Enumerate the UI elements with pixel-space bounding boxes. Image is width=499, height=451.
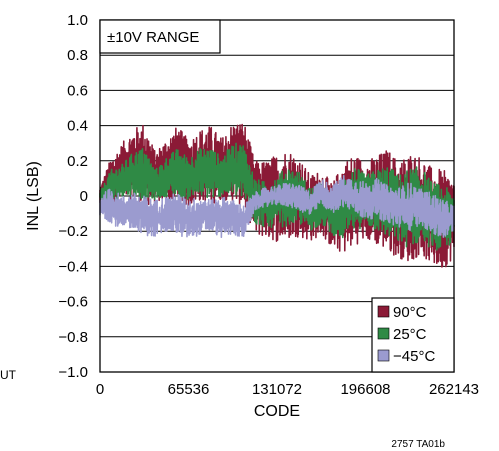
y-tick-label: 0.2	[67, 153, 88, 170]
y-tick-label: −0.8	[58, 329, 88, 346]
x-tick-label: 65536	[168, 381, 210, 398]
x-tick-labels: 0 65536 131072 196608 262143	[96, 381, 479, 398]
y-tick-label: −0.6	[58, 294, 88, 311]
series-2-line	[99, 174, 455, 239]
x-axis-label: CODE	[254, 403, 300, 420]
x-tick-label: 0	[96, 381, 104, 398]
legend-swatch	[377, 305, 390, 318]
y-tick-label: −0.2	[58, 223, 88, 240]
y-tick-label: 0.4	[67, 118, 88, 135]
legend-label: 25°C	[393, 326, 427, 343]
legend: 90°C 25°C −45°C	[371, 297, 455, 373]
y-tick-label: 0	[80, 188, 88, 205]
annotation-box	[99, 19, 221, 54]
y-tick-label: 1.0	[67, 12, 88, 29]
legend-swatch	[377, 349, 390, 362]
cut-off-text-fragment: UT	[0, 368, 17, 382]
legend-swatch	[377, 327, 390, 340]
y-axis-label: INL (LSB)	[25, 161, 42, 231]
figure-id: 2757 TA01b	[391, 439, 445, 450]
plot-frame	[99, 19, 455, 373]
legend-label: −45°C	[393, 348, 435, 365]
legend-label: 90°C	[393, 304, 427, 321]
range-annotation: ±10V RANGE	[107, 29, 199, 46]
y-tick-label: 0.6	[67, 82, 88, 99]
x-tick-label: 262143	[429, 381, 479, 398]
y-tick-labels: 1.0 0.8 0.6 0.4 0.2 0 −0.2 −0.4 −0.6 −0.8 −1.0	[58, 12, 88, 381]
y-tick-label: −1.0	[58, 364, 88, 381]
y-tick-label: −0.4	[58, 258, 88, 275]
x-tick-label: 196608	[340, 381, 390, 398]
series-layer	[99, 123, 455, 268]
x-tick-label: 131072	[252, 381, 302, 398]
y-tick-label: 0.8	[67, 47, 88, 64]
